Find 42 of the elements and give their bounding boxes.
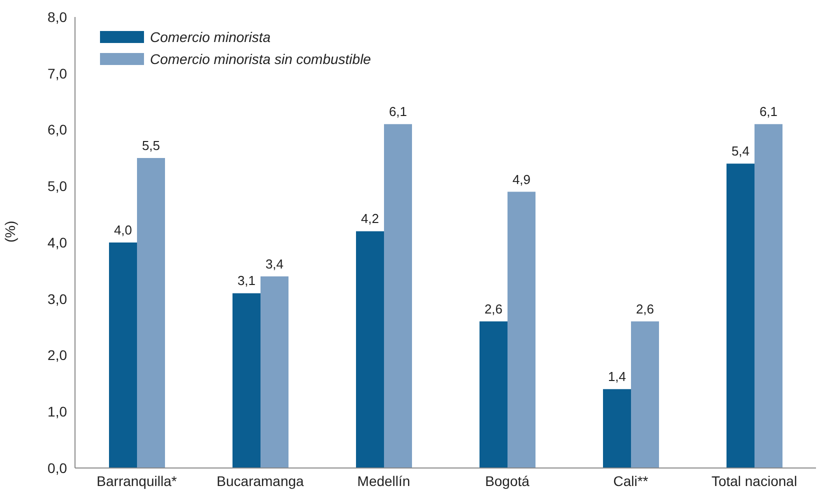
y-tick-label: 7,0: [48, 65, 68, 82]
bar: [631, 321, 659, 468]
data-label: 6,1: [388, 104, 408, 120]
bar: [384, 124, 412, 468]
y-axis-title: (%): [2, 220, 18, 242]
y-tick-label: 2,0: [48, 347, 68, 364]
data-label: 3,4: [265, 256, 284, 272]
legend-label: Comercio minorista: [150, 29, 271, 45]
y-tick-label: 3,0: [48, 290, 68, 307]
bar: [260, 276, 288, 468]
x-tick-label: Bucaramanga: [216, 472, 304, 489]
data-label: 5,4: [731, 144, 750, 159]
y-tick-label: 0,0: [48, 460, 68, 476]
data-label: 2,6: [484, 301, 503, 316]
y-tick-label: 4,0: [48, 234, 68, 250]
x-tick-label: Bogotá: [485, 472, 530, 489]
bar: [232, 293, 260, 468]
bar: [603, 389, 631, 468]
data-label: 4,2: [360, 211, 380, 226]
y-tick-label: 8,0: [48, 8, 68, 25]
bar: [508, 192, 536, 468]
y-tick-label: 5,0: [48, 178, 68, 194]
bar: [726, 164, 754, 468]
data-label: 2,6: [636, 301, 654, 316]
data-label: 3,1: [237, 273, 256, 288]
bar: [480, 321, 508, 468]
bar: [356, 231, 384, 468]
data-label: 4,0: [114, 222, 132, 238]
data-label: 1,4: [608, 369, 626, 384]
x-tick-label: Cali**: [613, 472, 649, 489]
x-tick-label: Barranquilla*: [96, 472, 178, 489]
bar: [137, 158, 165, 468]
x-tick-label: Total nacional: [711, 472, 798, 489]
y-tick-label: 6,0: [48, 122, 68, 138]
x-tick-label: Medellín: [357, 472, 410, 489]
data-label: 6,1: [759, 104, 778, 120]
y-tick-label: 1,0: [48, 404, 68, 420]
bar: [109, 242, 137, 468]
legend-label: Comercio minorista sin combustible: [150, 51, 371, 67]
data-label: 4,9: [512, 172, 531, 187]
data-label: 5,5: [142, 138, 160, 153]
bar: [754, 124, 782, 468]
